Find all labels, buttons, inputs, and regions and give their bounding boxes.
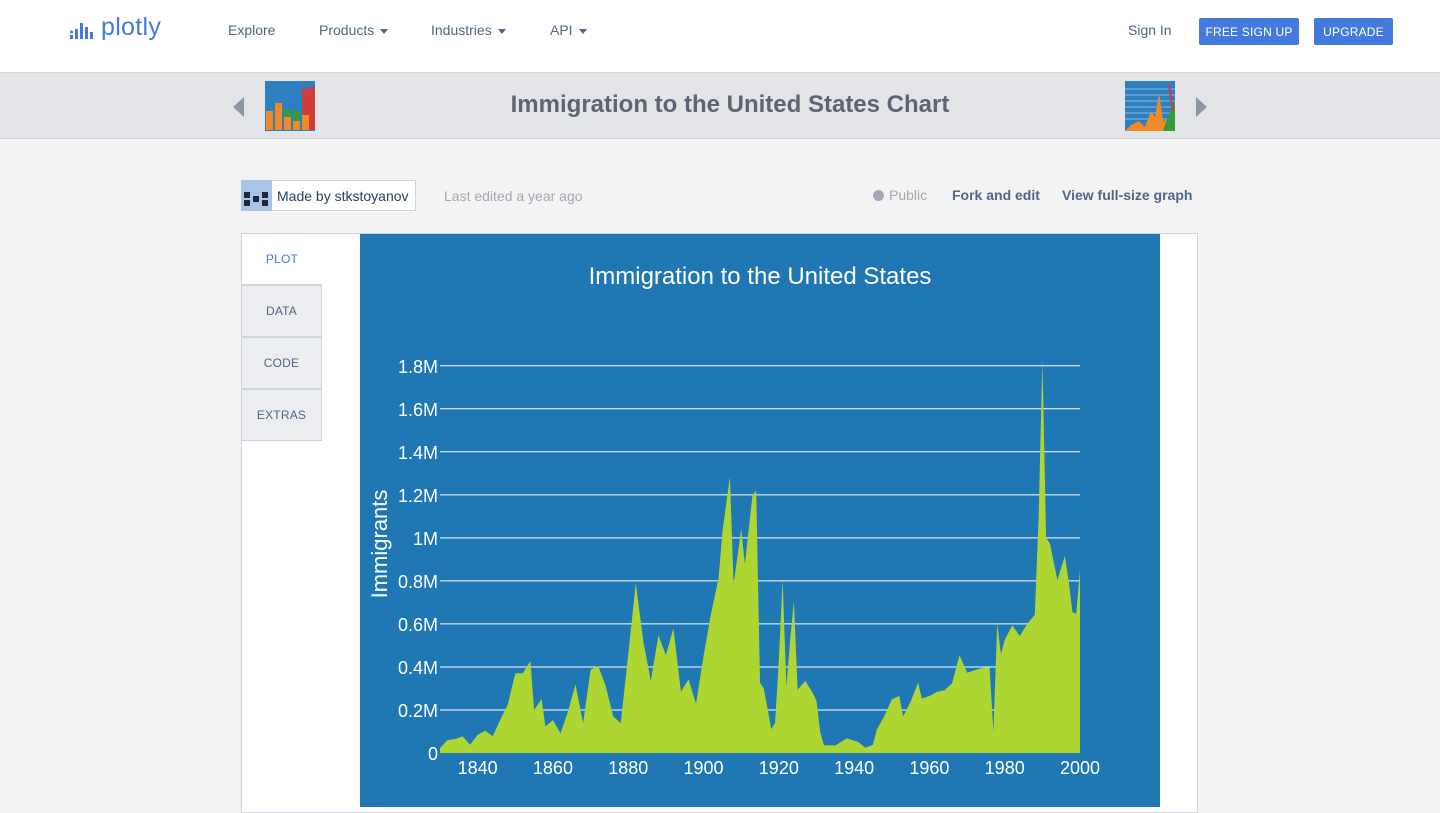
nav-products[interactable]: Products bbox=[319, 22, 389, 38]
y-tick-label: 1.6M bbox=[398, 400, 438, 420]
chart-title: Immigration to the United States bbox=[589, 263, 932, 290]
sign-in-link[interactable]: Sign In bbox=[1128, 22, 1172, 38]
x-tick-label: 1840 bbox=[458, 758, 498, 778]
x-tick-label: 1860 bbox=[533, 758, 573, 778]
top-nav: plotly Explore Products Industries API S… bbox=[0, 0, 1440, 73]
nav-explore[interactable]: Explore bbox=[228, 22, 275, 38]
tab-extras[interactable]: EXTRAS bbox=[241, 389, 322, 441]
x-tick-label: 2000 bbox=[1060, 758, 1100, 778]
x-tick-label: 1980 bbox=[985, 758, 1025, 778]
nav-explore-label: Explore bbox=[228, 22, 276, 38]
globe-icon bbox=[873, 189, 884, 201]
previous-arrow-icon[interactable] bbox=[233, 97, 244, 117]
nav-api-label: API bbox=[550, 22, 573, 38]
nav-products-label: Products bbox=[319, 22, 375, 38]
page-title: Immigration to the United States Chart bbox=[510, 91, 950, 118]
chart-title-bar: Immigration to the United States Chart bbox=[0, 73, 1440, 139]
y-tick-label: 1.4M bbox=[398, 443, 438, 463]
immigration-chart[interactable]: Immigration to the United States 0 0.2M 0.… bbox=[360, 234, 1160, 807]
y-tick-label: 1.2M bbox=[398, 486, 438, 506]
y-tick-label: 1.8M bbox=[398, 357, 438, 377]
nav-industries[interactable]: Industries bbox=[431, 22, 506, 38]
tab-code[interactable]: CODE bbox=[241, 337, 322, 389]
y-tick-label: 0 bbox=[428, 744, 438, 764]
caret-down-icon bbox=[497, 28, 506, 34]
made-by-text: Made by stkstoyanov bbox=[277, 187, 409, 204]
x-tick-label: 1940 bbox=[834, 758, 874, 778]
x-tick-label: 1920 bbox=[759, 758, 799, 778]
last-edited-text: Last edited a year ago bbox=[444, 188, 583, 204]
plot-area[interactable]: Immigration to the United States 0 0.2M 0.… bbox=[360, 234, 1160, 807]
plotly-bars-icon bbox=[70, 23, 93, 39]
immigrants-area-series[interactable] bbox=[440, 359, 1080, 753]
nav-industries-label: Industries bbox=[431, 22, 492, 38]
y-tick-label: 0.8M bbox=[398, 572, 438, 592]
y-tick-label: 0.2M bbox=[398, 701, 438, 721]
fork-and-edit-link[interactable]: Fork and edit bbox=[952, 187, 1040, 203]
plotly-logo[interactable]: plotly bbox=[70, 14, 161, 40]
x-tick-label: 1960 bbox=[909, 758, 949, 778]
y-tick-label: 1M bbox=[413, 529, 438, 549]
tab-plot[interactable]: PLOT bbox=[241, 233, 322, 285]
previous-chart-thumbnail[interactable] bbox=[265, 81, 315, 131]
caret-down-icon bbox=[380, 28, 389, 34]
avatar bbox=[241, 179, 272, 211]
author-meta: Made by stkstoyanov bbox=[241, 179, 416, 211]
caret-down-icon bbox=[578, 28, 587, 34]
nav-api[interactable]: API bbox=[550, 22, 587, 38]
free-signup-button[interactable]: FREE SIGN UP bbox=[1199, 18, 1299, 45]
tab-data[interactable]: DATA bbox=[241, 285, 322, 337]
next-chart-thumbnail[interactable] bbox=[1125, 81, 1175, 131]
x-tick-label: 1900 bbox=[684, 758, 724, 778]
visibility-label: Public bbox=[889, 187, 928, 203]
next-arrow-icon[interactable] bbox=[1196, 97, 1207, 117]
y-tick-label: 0.6M bbox=[398, 615, 438, 635]
y-tick-label: 0.4M bbox=[398, 658, 438, 678]
logo-text: plotly bbox=[101, 13, 162, 41]
upgrade-button[interactable]: UPGRADE bbox=[1314, 18, 1393, 45]
view-full-size-link[interactable]: View full-size graph bbox=[1062, 187, 1193, 203]
made-by-badge[interactable]: Made by stkstoyanov bbox=[241, 179, 416, 211]
y-axis-label: Immigrants bbox=[367, 490, 392, 599]
visibility-indicator: Public bbox=[873, 187, 927, 203]
x-tick-label: 1880 bbox=[608, 758, 648, 778]
